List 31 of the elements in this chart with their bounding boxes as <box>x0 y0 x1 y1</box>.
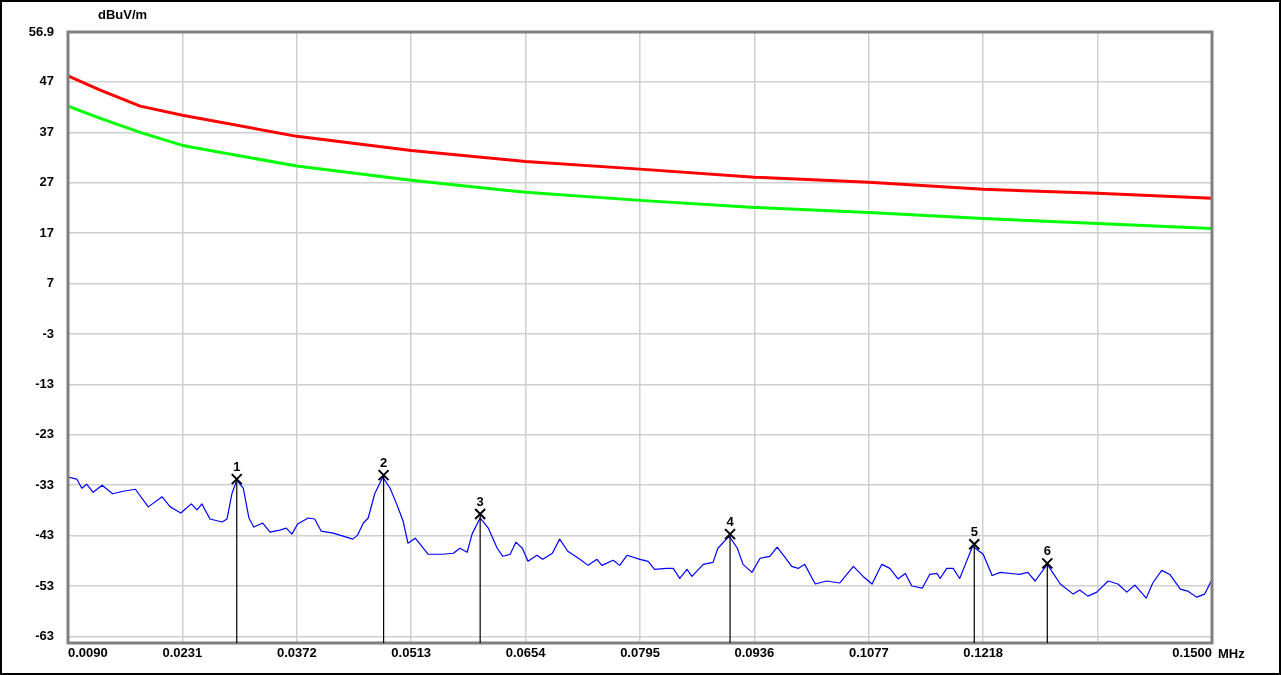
annotation: 5 <box>970 524 978 540</box>
y-tick-label: -53 <box>35 577 54 593</box>
y-tick-label: 47 <box>39 73 54 89</box>
annotation: 6 <box>1043 543 1051 559</box>
x-tick-label: 0.1500 <box>1172 645 1212 661</box>
x-tick-label: 0.1218 <box>963 645 1004 661</box>
y-tick-label: 37 <box>39 123 54 139</box>
y-tick-label: -63 <box>35 628 54 644</box>
annotation: 3 <box>476 494 484 510</box>
x-tick-label: 0.0936 <box>734 645 775 661</box>
y-tick-label: -33 <box>35 476 54 492</box>
x-tick-label: 0.0795 <box>620 645 660 661</box>
annotation: 1 <box>233 459 241 475</box>
y-tick-label: -3 <box>42 325 54 341</box>
y-tick-label: -13 <box>35 375 54 391</box>
x-tick-label: 0.0654 <box>505 645 547 661</box>
x-tick-label: 0.0372 <box>276 645 317 661</box>
x-tick-label: 0.1077 <box>848 645 889 661</box>
x-tick-label: 0.0231 <box>162 645 203 661</box>
annotation: 4 <box>726 514 735 530</box>
x-tick-label: 0.0513 <box>391 645 432 661</box>
annotation: 2 <box>380 455 388 471</box>
y-tick-label: 17 <box>39 224 54 240</box>
y-tick-label: 56.9 <box>28 23 54 39</box>
y-tick-label: -43 <box>35 527 54 543</box>
y-tick-label: 27 <box>39 174 54 190</box>
y-tick-label: 7 <box>46 275 54 291</box>
x-axis-title: MHz <box>1218 646 1246 662</box>
x-tick-label: 0.0090 <box>68 645 108 661</box>
y-tick-label: -23 <box>35 426 54 442</box>
y-axis-title: dBuV/m <box>98 6 148 22</box>
